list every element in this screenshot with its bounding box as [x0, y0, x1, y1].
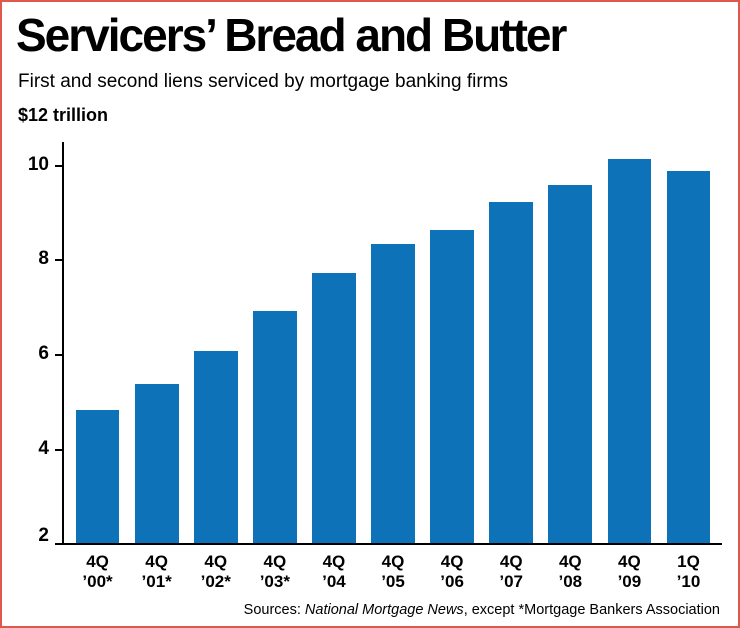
- x-axis-label: 4Q ’05: [381, 552, 405, 591]
- bar: [666, 170, 711, 543]
- y-tick-label: 8: [38, 248, 49, 270]
- bar: [371, 244, 415, 543]
- source-suffix: , except *Mortgage Bankers Association: [463, 602, 720, 618]
- bar-column: [541, 184, 600, 543]
- y-tick-label: 4: [38, 438, 49, 460]
- chart-area: 2 4 6 8 10: [16, 141, 722, 545]
- bar: [75, 410, 120, 543]
- bar-column: [68, 410, 127, 543]
- x-axis-label: 4Q ’04: [322, 552, 346, 591]
- bar-column: [423, 230, 482, 543]
- x-axis-label: 4Q ’02*: [200, 552, 231, 591]
- bar: [312, 272, 356, 543]
- bar-column: [482, 201, 541, 543]
- x-axis-label: 4Q ’09: [617, 552, 642, 591]
- bar-column: [245, 310, 304, 543]
- chart-title: Servicers’ Bread and Butter: [16, 9, 567, 61]
- y-tick-mark: [55, 543, 62, 545]
- source-prefix: Sources:: [243, 602, 305, 618]
- x-axis-labels: 4Q ’00* 4Q ’01* 4Q ’02* 4Q ’03* 4Q ’04 4Q ’05 4Q ’06 4…: [64, 545, 722, 592]
- x-axis-label: 1Q ’10: [676, 552, 701, 591]
- bar: [134, 384, 179, 543]
- bar: [193, 350, 238, 543]
- y-tick-label: 6: [38, 343, 49, 365]
- plot-area: [62, 141, 722, 545]
- x-axis-label: 4Q ’00*: [82, 552, 113, 591]
- y-tick-mark: [55, 259, 62, 262]
- bar: [607, 158, 652, 543]
- y-axis: 2 4 6 8 10: [16, 142, 62, 545]
- bar-column: [659, 170, 718, 543]
- y-tick-mark: [55, 164, 62, 167]
- bars: [64, 142, 722, 543]
- x-axis-label: 4Q ’06: [440, 552, 464, 591]
- y-tick-label: 2: [38, 525, 49, 546]
- y-tick-label: 10: [27, 153, 49, 175]
- bar-column: [127, 384, 186, 543]
- x-axis-label: 4Q ’03*: [259, 552, 290, 591]
- bar-column: [186, 350, 245, 543]
- y-tick-mark: [55, 449, 62, 452]
- bar: [489, 201, 534, 543]
- x-axis-label: 4Q ’01*: [141, 552, 172, 591]
- bar-column: [304, 272, 363, 543]
- bar: [430, 230, 474, 543]
- x-axis-label: 4Q ’07: [499, 552, 524, 591]
- source-publication: National Mortgage News: [304, 602, 464, 618]
- bar: [548, 184, 593, 543]
- bar-column: [363, 244, 422, 543]
- chart-subtitle: First and second liens serviced by mortg…: [18, 70, 509, 92]
- bar: [252, 310, 297, 543]
- source-note: Sources: National Mortgage News, except …: [16, 602, 720, 618]
- bar-column: [600, 158, 659, 543]
- unit-label: $12 trillion: [18, 104, 109, 125]
- y-tick-mark: [55, 354, 62, 357]
- x-axis-label: 4Q ’08: [558, 552, 583, 591]
